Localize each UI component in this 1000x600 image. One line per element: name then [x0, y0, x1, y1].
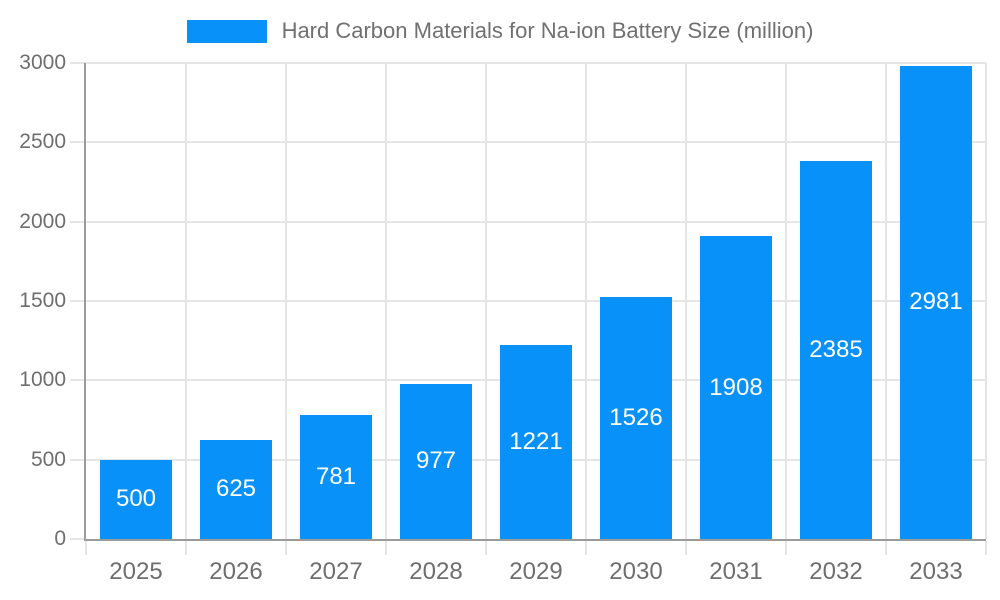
legend: Hard Carbon Materials for Na-ion Battery…: [0, 18, 1000, 44]
gridline-vertical: [385, 63, 387, 539]
y-tick-label: 1500: [19, 289, 66, 312]
bar-value-label: 625: [215, 475, 257, 503]
legend-label: Hard Carbon Materials for Na-ion Battery…: [281, 18, 814, 43]
y-axis-line: [84, 63, 86, 541]
bar: 625: [200, 439, 272, 539]
gridline-vertical: [285, 63, 287, 539]
gridline-vertical: [585, 63, 587, 539]
x-tick-label: 2031: [709, 558, 763, 585]
x-axis-tick: [885, 541, 887, 555]
x-axis-tick: [185, 541, 187, 555]
bar: 2981: [900, 66, 972, 539]
bar: 781: [300, 415, 372, 539]
bar-value-label: 781: [315, 463, 357, 491]
x-tick-label: 2028: [409, 558, 463, 585]
x-axis-tick: [85, 541, 87, 555]
x-axis-tick: [385, 541, 387, 555]
x-tick-label: 2026: [209, 558, 263, 585]
bar: 500: [100, 459, 172, 539]
gridline-vertical: [785, 63, 787, 539]
x-axis-tick: [685, 541, 687, 555]
bar: 1526: [600, 296, 672, 539]
bar-value-label: 2981: [909, 288, 963, 316]
bar-value-label: 1908: [709, 373, 763, 401]
x-axis-tick: [985, 541, 987, 555]
x-tick-label: 2029: [509, 558, 563, 585]
y-tick-label: 2000: [19, 209, 66, 233]
x-tick-label: 2025: [109, 558, 163, 585]
x-axis-tick: [585, 541, 587, 555]
bar-value-label: 2385: [809, 335, 863, 363]
y-tick-label: 1000: [19, 368, 66, 392]
gridline-vertical: [185, 63, 187, 539]
bar: 1908: [700, 236, 772, 539]
bar-value-label: 1221: [509, 428, 563, 456]
bar: 2385: [800, 160, 872, 539]
x-tick-label: 2027: [309, 558, 363, 585]
x-tick-label: 2032: [809, 558, 863, 585]
legend-swatch: [186, 19, 267, 43]
x-axis-tick: [285, 541, 287, 555]
y-tick-label: 3000: [19, 51, 66, 74]
x-axis-line: [84, 539, 986, 541]
bar: 977: [400, 383, 472, 539]
bar: 1221: [500, 345, 572, 539]
x-axis-tick: [785, 541, 787, 555]
x-axis-tick: [485, 541, 487, 555]
gridline-vertical: [885, 63, 887, 539]
gridline-horizontal: [70, 62, 986, 64]
gridline-horizontal: [70, 538, 86, 540]
gridline-horizontal: [70, 141, 986, 144]
x-tick-label: 2030: [609, 558, 663, 585]
y-tick-label: 2500: [19, 130, 66, 154]
gridline-vertical: [985, 63, 987, 539]
gridline-horizontal: [70, 300, 986, 302]
gridline-vertical: [685, 63, 687, 539]
gridline-horizontal: [70, 220, 986, 223]
bar-value-label: 500: [115, 485, 157, 513]
y-tick-label: 0: [54, 527, 66, 550]
gridline-vertical: [485, 63, 487, 539]
x-tick-label: 2033: [909, 558, 963, 585]
bar-value-label: 977: [415, 447, 457, 475]
bar-value-label: 1526: [609, 403, 663, 431]
y-tick-label: 500: [30, 447, 66, 471]
